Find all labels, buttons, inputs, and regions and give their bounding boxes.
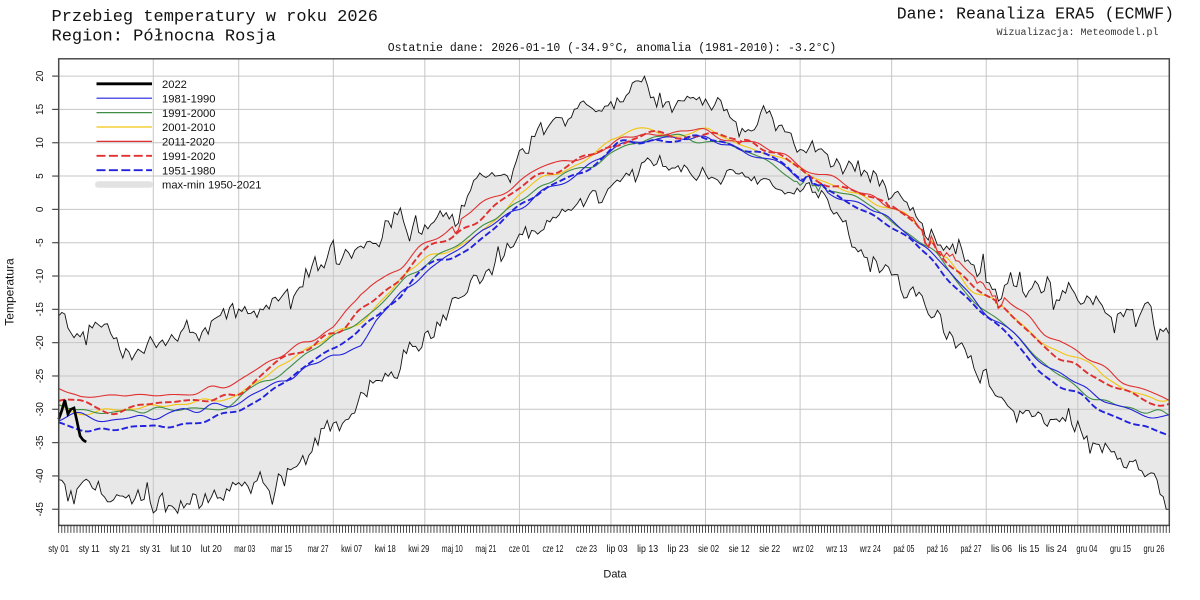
svg-text:15: 15 (35, 103, 46, 115)
svg-text:mar 15: mar 15 (271, 544, 292, 555)
svg-text:lis 24: lis 24 (1046, 544, 1067, 555)
svg-text:max-min 1950-2021: max-min 1950-2021 (162, 180, 262, 192)
svg-text:-35: -35 (35, 435, 46, 450)
svg-text:mar 27: mar 27 (308, 544, 329, 555)
svg-text:20: 20 (35, 70, 46, 82)
svg-text:sty 01: sty 01 (48, 544, 69, 555)
svg-text:lip 13: lip 13 (637, 544, 658, 555)
svg-text:wrz 02: wrz 02 (792, 544, 814, 555)
svg-text:maj 10: maj 10 (442, 544, 463, 555)
svg-text:kwi 29: kwi 29 (408, 544, 429, 555)
svg-text:sty 21: sty 21 (109, 544, 130, 555)
svg-text:cze 23: cze 23 (576, 544, 597, 555)
svg-text:paź 05: paź 05 (893, 544, 914, 555)
svg-text:2011-2020: 2011-2020 (162, 137, 215, 149)
svg-text:sie 12: sie 12 (729, 544, 750, 555)
svg-text:wrz 13: wrz 13 (826, 544, 848, 555)
svg-text:-15: -15 (35, 302, 46, 317)
svg-text:Wizualizacja: Meteomodel.pl: Wizualizacja: Meteomodel.pl (996, 27, 1158, 39)
svg-text:1981-1990: 1981-1990 (162, 93, 216, 105)
svg-text:paź 16: paź 16 (927, 544, 948, 555)
svg-text:-10: -10 (35, 268, 46, 283)
svg-text:cze 01: cze 01 (509, 544, 530, 555)
svg-text:sie 02: sie 02 (698, 544, 719, 555)
svg-text:gru 04: gru 04 (1076, 544, 1097, 555)
svg-text:-45: -45 (35, 502, 46, 517)
svg-text:2022: 2022 (162, 79, 187, 91)
svg-text:Data: Data (603, 569, 627, 581)
svg-text:-5: -5 (35, 238, 46, 247)
svg-text:lip 23: lip 23 (668, 544, 689, 555)
svg-text:kwi 18: kwi 18 (375, 544, 396, 555)
svg-text:lut 10: lut 10 (170, 544, 191, 555)
svg-text:kwi 07: kwi 07 (341, 544, 362, 555)
svg-text:mar 03: mar 03 (234, 544, 255, 555)
svg-text:-30: -30 (35, 402, 46, 417)
svg-text:lis 06: lis 06 (991, 544, 1012, 555)
svg-text:0: 0 (35, 206, 46, 212)
svg-text:cze 12: cze 12 (543, 544, 564, 555)
svg-text:1951-1980: 1951-1980 (162, 165, 216, 177)
svg-text:paź 27: paź 27 (961, 544, 982, 555)
svg-text:Przebieg temperatury w roku 20: Przebieg temperatury w roku 2026 (52, 8, 378, 27)
svg-text:1991-2000: 1991-2000 (162, 108, 216, 120)
svg-text:gru 15: gru 15 (1110, 544, 1131, 555)
svg-text:maj 21: maj 21 (475, 544, 496, 555)
svg-text:lis 15: lis 15 (1018, 544, 1039, 555)
svg-text:wrz 24: wrz 24 (859, 544, 881, 555)
svg-text:lip 03: lip 03 (607, 544, 628, 555)
svg-text:sty 31: sty 31 (140, 544, 161, 555)
svg-text:1991-2020: 1991-2020 (162, 151, 216, 163)
svg-text:Ostatnie dane: 2026-01-10 (-34: Ostatnie dane: 2026-01-10 (-34.9°C, anom… (388, 42, 837, 55)
svg-text:-20: -20 (35, 335, 46, 350)
svg-text:Dane: Reanaliza ERA5 (ECMWF): Dane: Reanaliza ERA5 (ECMWF) (897, 5, 1174, 24)
svg-text:gru 26: gru 26 (1144, 544, 1165, 555)
svg-text:10: 10 (35, 137, 46, 149)
svg-text:Region: Północna Rosja: Region: Północna Rosja (52, 28, 276, 47)
svg-text:5: 5 (35, 173, 46, 179)
svg-text:-25: -25 (35, 368, 46, 383)
svg-text:2001-2010: 2001-2010 (162, 122, 216, 134)
svg-text:sty 11: sty 11 (79, 544, 100, 555)
svg-text:sie 22: sie 22 (759, 544, 780, 555)
svg-text:lut 20: lut 20 (201, 544, 222, 555)
svg-text:Temperatura: Temperatura (3, 258, 17, 326)
svg-text:-40: -40 (35, 468, 46, 483)
